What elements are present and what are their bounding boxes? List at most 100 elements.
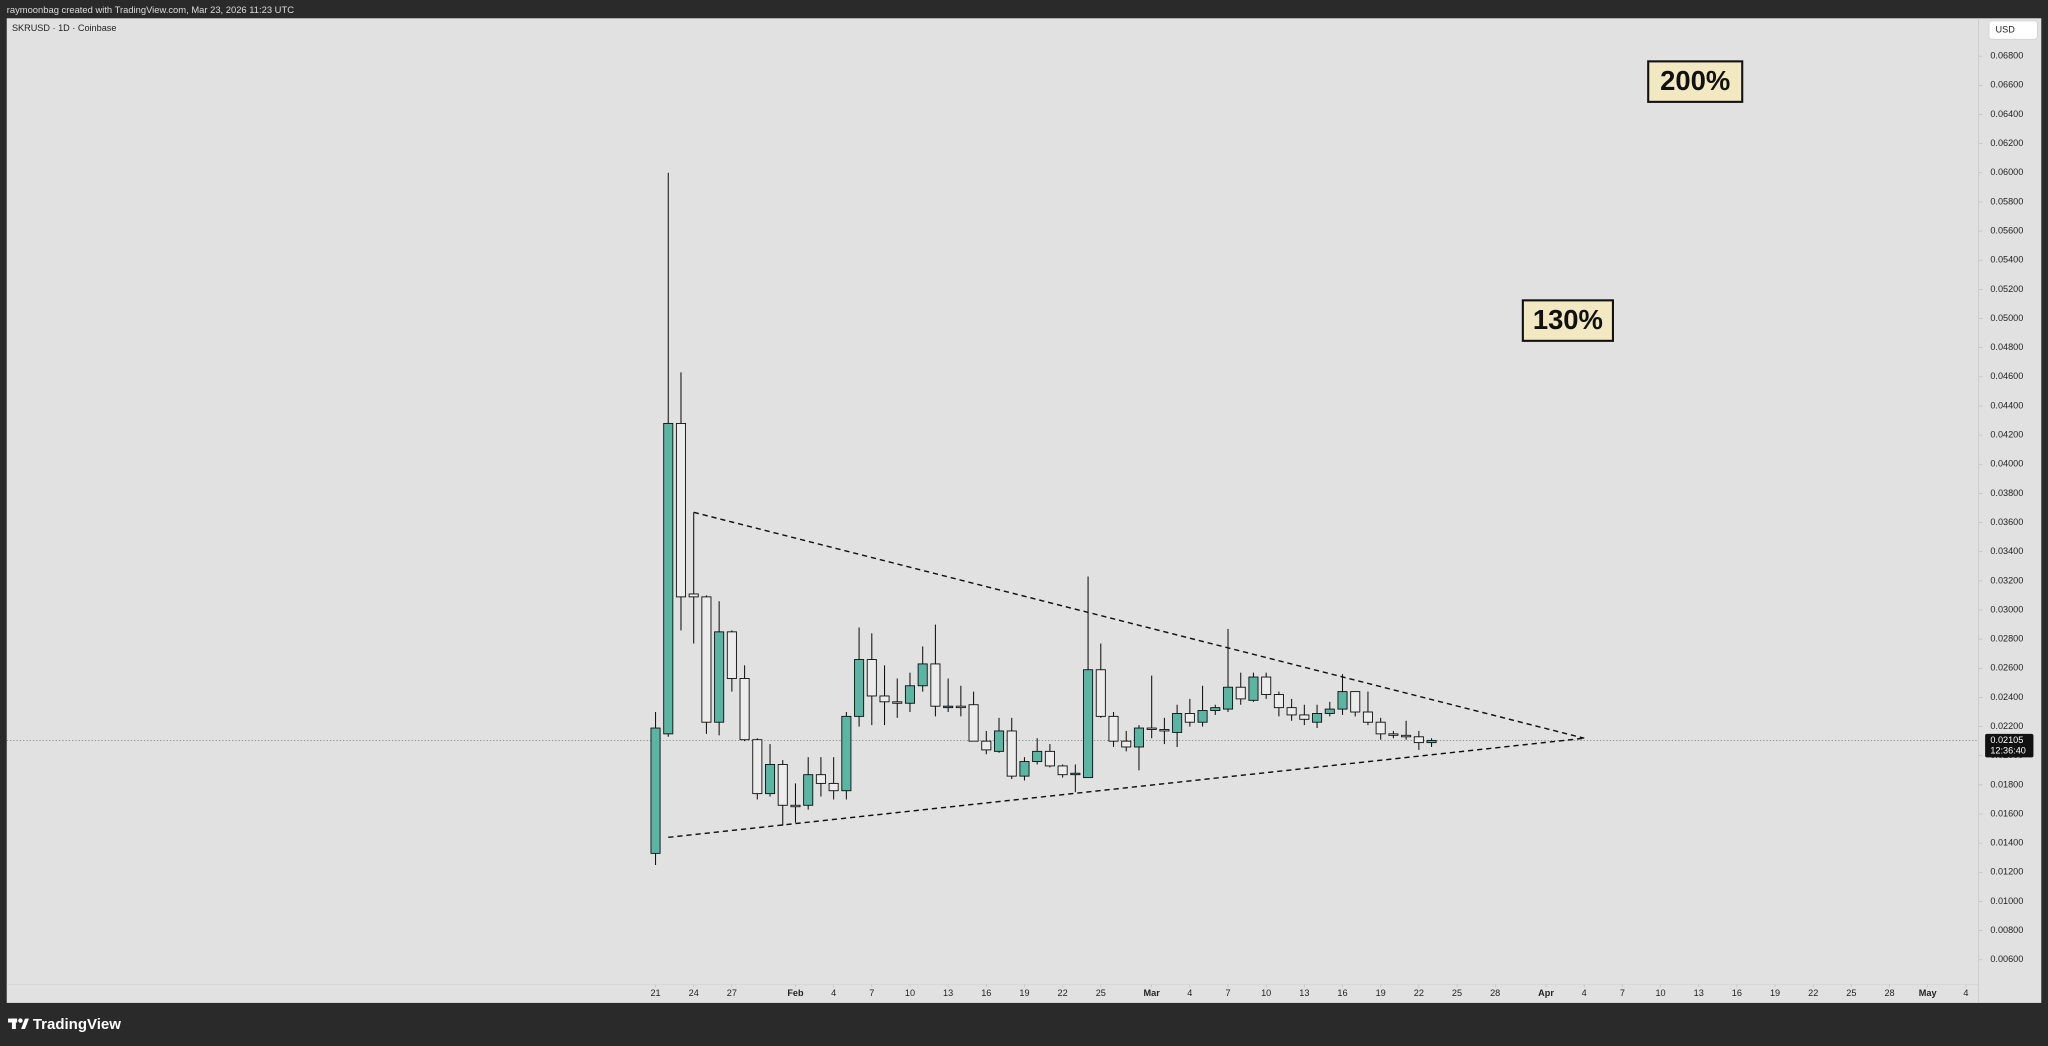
- currency-box[interactable]: [1988, 20, 2038, 40]
- price-label-box: [1985, 733, 2034, 758]
- candle-body: [1070, 772, 1081, 776]
- y-tick-label: 0.04200: [1990, 430, 2023, 440]
- x-tick-label: 4: [1963, 988, 1968, 998]
- y-tick-label: 0.02200: [1990, 721, 2023, 731]
- y-tick-label: 0.04400: [1990, 400, 2023, 410]
- x-tick-label: 7: [1225, 988, 1230, 998]
- candle-body: [1083, 669, 1094, 779]
- countdown: 12:36:40: [1990, 745, 2026, 755]
- y-tick-label: 0.00600: [1990, 954, 2023, 964]
- x-tick-label: 7: [869, 988, 874, 998]
- candle-body: [841, 715, 852, 792]
- candle-body: [1184, 713, 1195, 723]
- candle-body: [701, 596, 712, 723]
- y-tick-label: 0.00800: [1990, 925, 2023, 935]
- y-tick-label: 0.06200: [1990, 138, 2023, 148]
- y-tick-label: 0.03600: [1990, 517, 2023, 527]
- symbol-title: SKRUSD · 1D · Coinbase: [12, 23, 116, 33]
- candle-body: [1248, 676, 1259, 701]
- y-tick-label: 0.04800: [1990, 342, 2023, 352]
- y-tick-label: 0.04600: [1990, 371, 2023, 381]
- y-tick-label: 0.04000: [1990, 459, 2023, 469]
- candle-body: [1350, 691, 1361, 713]
- y-tick-label: 0.02600: [1990, 663, 2023, 673]
- candle-body: [1375, 721, 1386, 735]
- x-tick-label: 19: [1376, 988, 1386, 998]
- logo-part: [18, 1018, 23, 1023]
- candle-body: [1133, 727, 1144, 748]
- y-tick-label: 0.01200: [1990, 867, 2023, 877]
- candle-body: [1095, 669, 1106, 717]
- x-tick-label: 4: [831, 988, 836, 998]
- y-tick-label: 0.01000: [1990, 896, 2023, 906]
- logo-part: [11, 1018, 16, 1030]
- candle-body: [1019, 761, 1030, 777]
- x-tick-label: 22: [1414, 988, 1424, 998]
- x-tick-label: 24: [689, 988, 699, 998]
- x-tick-label: 22: [1058, 988, 1068, 998]
- x-tick-label: 25: [1096, 988, 1106, 998]
- x-tick-label: 4: [1187, 988, 1192, 998]
- candle-body: [1222, 686, 1234, 710]
- candle-body: [1108, 715, 1119, 742]
- candle-body: [1032, 750, 1043, 763]
- candle-body: [1044, 750, 1055, 767]
- x-tick-label: 10: [1655, 988, 1665, 998]
- candle-body: [1121, 740, 1132, 748]
- candle-body: [714, 631, 725, 723]
- x-tick-label: 13: [943, 988, 953, 998]
- y-tick-label: 0.05200: [1990, 284, 2023, 294]
- candle-body: [904, 685, 915, 704]
- candle-body: [790, 804, 801, 808]
- candle-body: [1401, 734, 1412, 738]
- x-tick-label: Mar: [1144, 988, 1161, 998]
- y-tick-label: 0.01400: [1990, 838, 2023, 848]
- trendline: [668, 737, 1585, 839]
- candle-body: [1312, 713, 1323, 723]
- candle-body: [815, 774, 826, 784]
- candle-body: [803, 774, 814, 806]
- x-tick-label: 16: [981, 988, 991, 998]
- x-tick-label: 13: [1694, 988, 1704, 998]
- y-tick-label: 0.05000: [1990, 313, 2023, 323]
- x-tick-label: 19: [1770, 988, 1780, 998]
- y-tick-label: 0.03000: [1990, 604, 2023, 614]
- candle-body: [688, 593, 699, 598]
- candle-body: [1159, 729, 1170, 732]
- x-tick-label: Apr: [1538, 988, 1554, 998]
- candle-body: [1235, 686, 1246, 700]
- candle-body: [917, 663, 928, 687]
- candle-body: [866, 659, 877, 697]
- y-tick-label: 0.06800: [1990, 51, 2023, 61]
- candle-body: [968, 704, 979, 742]
- candle-body: [1426, 739, 1437, 744]
- candle-body: [1146, 727, 1157, 730]
- credit: raymoonbag created with TradingView.com,…: [7, 4, 294, 15]
- y-tick-label: 0.05600: [1990, 225, 2023, 235]
- x-tick-label: 21: [650, 988, 660, 998]
- candle-body: [828, 782, 839, 792]
- candle-body: [1324, 708, 1335, 714]
- x-tick-label: 28: [1490, 988, 1500, 998]
- x-tick-label: 13: [1299, 988, 1309, 998]
- annotation-box: [1647, 60, 1744, 103]
- logo-part: [21, 1018, 29, 1030]
- candle-body: [1299, 714, 1310, 720]
- candle-body: [854, 659, 865, 717]
- candle-body: [1006, 730, 1017, 777]
- candle-body: [675, 422, 687, 598]
- y-tick-label: 0.03400: [1990, 546, 2023, 556]
- y-tick-label: 0.06400: [1990, 109, 2023, 119]
- x-tick-label: 27: [727, 988, 737, 998]
- trendline: [693, 511, 1585, 739]
- candle-body: [981, 740, 992, 751]
- candle-body: [1210, 707, 1221, 712]
- annotation: 200%: [1660, 65, 1730, 96]
- x-tick-label: 16: [1732, 988, 1742, 998]
- x-tick-label: 16: [1337, 988, 1347, 998]
- candle-body: [1413, 736, 1424, 744]
- candle-body: [930, 663, 941, 707]
- candle-body: [739, 678, 750, 741]
